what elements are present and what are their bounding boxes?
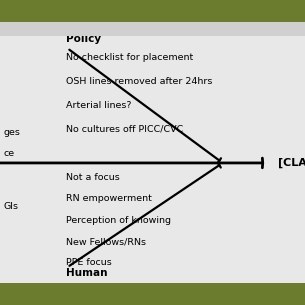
Text: ges: ges: [3, 128, 20, 138]
Text: PPE focus: PPE focus: [66, 258, 111, 267]
Text: New Fellows/RNs: New Fellows/RNs: [66, 237, 145, 246]
Text: Not a focus: Not a focus: [66, 173, 119, 182]
Text: [CLABSI]: [CLABSI]: [278, 158, 305, 168]
Text: GIs: GIs: [3, 202, 18, 210]
Text: Policy: Policy: [66, 34, 101, 44]
Text: Human: Human: [66, 268, 107, 278]
Text: No checklist for placement: No checklist for placement: [66, 53, 193, 62]
Text: ce: ce: [3, 149, 14, 158]
Text: No cultures off PICC/CVC: No cultures off PICC/CVC: [66, 125, 183, 134]
Text: RN empowerment: RN empowerment: [66, 194, 152, 203]
Text: Perception of knowing: Perception of knowing: [66, 216, 170, 224]
Text: OSH lines removed after 24hrs: OSH lines removed after 24hrs: [66, 77, 212, 86]
Text: Arterial lines?: Arterial lines?: [66, 101, 131, 110]
